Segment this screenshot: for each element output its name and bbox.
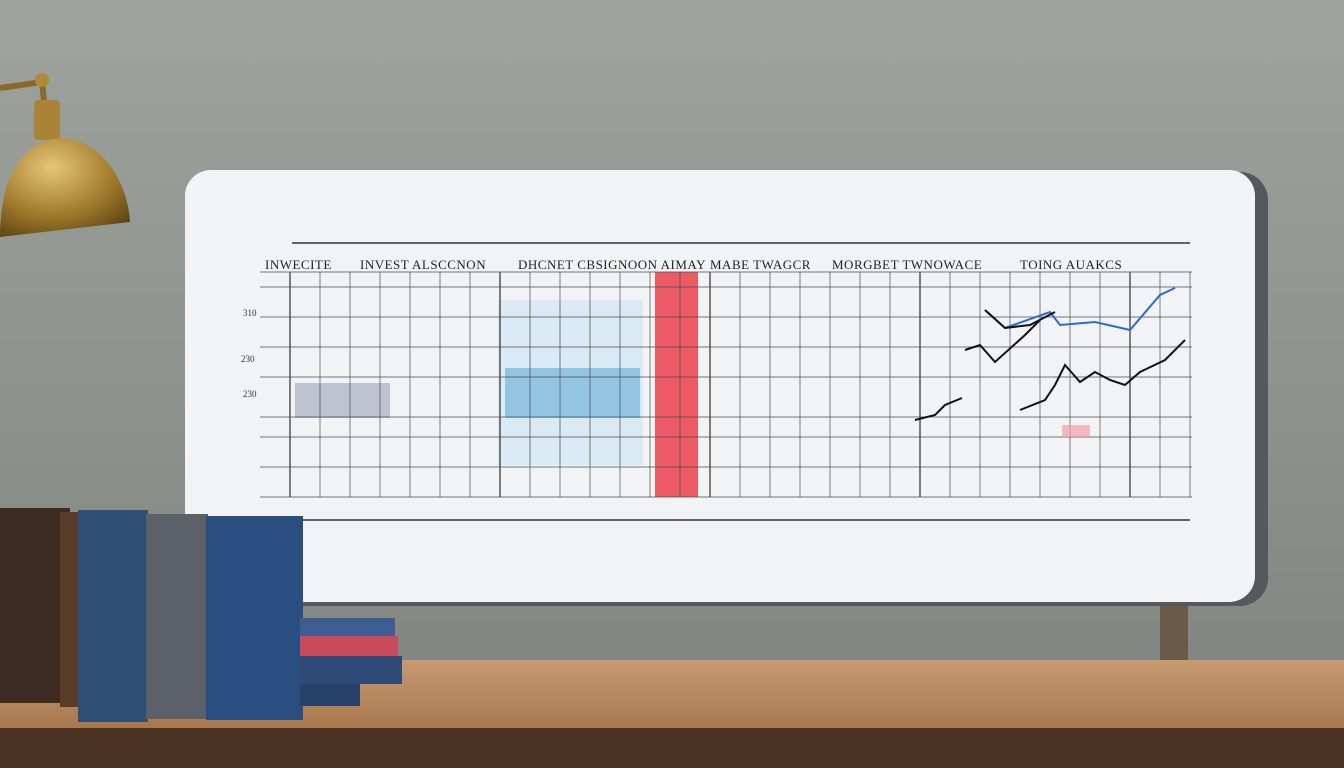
lamp-joint (35, 73, 49, 87)
board-texts: INWECITE INVEST ALSCCNON DHCNET CBSIGNOO… (241, 257, 1122, 399)
lamp-neck (34, 100, 60, 140)
header: TOING AUAKCS (1020, 257, 1122, 272)
blue-line (984, 287, 1176, 332)
row-label: 230 (241, 354, 255, 364)
row-label: 310 (243, 308, 257, 318)
desk-front (0, 728, 1344, 768)
book (78, 510, 148, 722)
blue-block (505, 368, 640, 418)
book (206, 516, 303, 720)
book-flat (300, 636, 398, 656)
gray-shade (295, 383, 390, 418)
red-band (655, 272, 698, 497)
header: DHCNET CBSIGNOON AIMAY (518, 257, 706, 272)
header: INWECITE (265, 257, 332, 272)
black-line-b (964, 319, 1041, 364)
black-line-a (984, 309, 1056, 330)
whiteboard (185, 170, 1255, 602)
book-flat (300, 656, 402, 684)
book (146, 514, 208, 719)
lamp-shade (0, 138, 130, 237)
book-flat (300, 684, 360, 706)
header: MORGBET TWNOWACE (832, 257, 982, 272)
grid (260, 271, 1192, 498)
book (0, 508, 70, 703)
header: INVEST ALSCCNON (360, 257, 486, 272)
row-label: 230 (243, 389, 257, 399)
black-line-c (1019, 339, 1186, 411)
header: MABE TWAGCR (710, 257, 811, 272)
black-line-d (914, 397, 963, 421)
book-flat (300, 618, 395, 636)
board-stand (1160, 600, 1188, 662)
pink-note (1062, 425, 1090, 437)
